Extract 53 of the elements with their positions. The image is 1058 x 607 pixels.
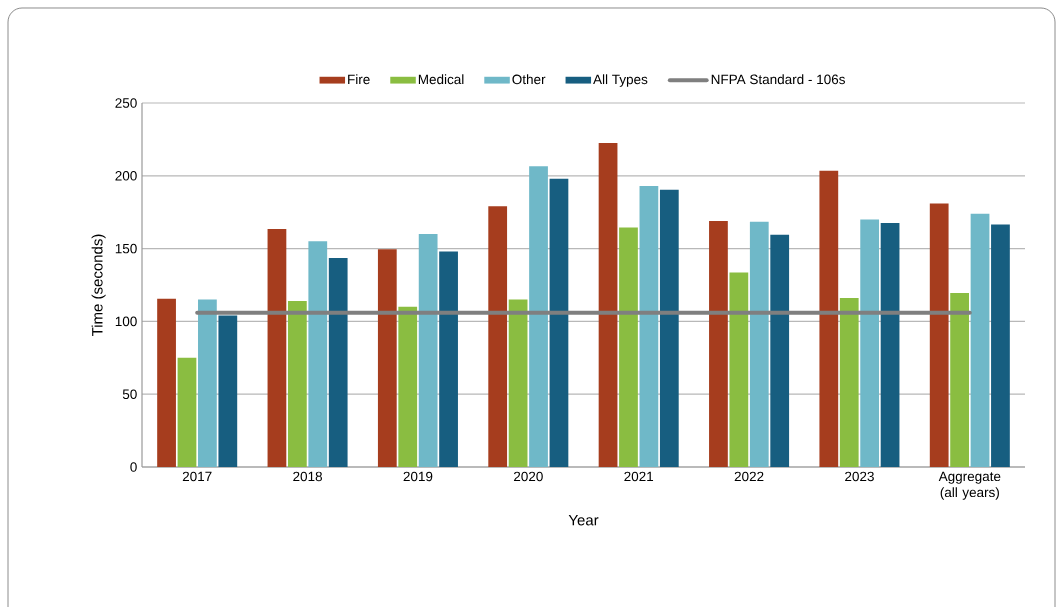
bar bbox=[880, 223, 900, 467]
x-tick-label: 2019 bbox=[403, 471, 433, 482]
y-tick-label: 200 bbox=[115, 171, 137, 181]
y-tick-label: 100 bbox=[115, 316, 137, 327]
bar bbox=[177, 357, 197, 467]
legend-label: Fire bbox=[348, 74, 370, 85]
bar bbox=[991, 224, 1010, 467]
bar bbox=[860, 219, 880, 467]
legend-label: NFPA Standard - 106s bbox=[711, 74, 845, 85]
bar bbox=[157, 298, 176, 467]
y-tick-label: 150 bbox=[115, 243, 137, 254]
x-tick-label: 2021 bbox=[624, 471, 654, 482]
bar bbox=[749, 221, 769, 467]
bar bbox=[308, 241, 328, 467]
bar bbox=[619, 227, 638, 467]
bar bbox=[729, 272, 749, 467]
bar bbox=[970, 213, 990, 467]
y-tick-label: 0 bbox=[130, 462, 137, 472]
bar bbox=[598, 143, 618, 467]
y-axis-title: Time (seconds) bbox=[91, 234, 106, 337]
x-tick-label: 2022 bbox=[734, 471, 764, 482]
bar bbox=[770, 234, 790, 467]
bar bbox=[488, 206, 508, 467]
bar bbox=[267, 228, 287, 467]
bar bbox=[418, 234, 438, 467]
bar bbox=[529, 166, 548, 467]
bar bbox=[839, 298, 859, 467]
bar bbox=[950, 293, 969, 467]
legend-label: Other bbox=[512, 74, 546, 85]
bar bbox=[819, 170, 839, 467]
bar bbox=[328, 258, 348, 467]
x-tick-label: 2020 bbox=[513, 471, 543, 482]
x-tick-label: 2017 bbox=[182, 471, 212, 482]
bar bbox=[639, 185, 659, 467]
x-tick-label: Aggregate (all years) bbox=[938, 471, 1001, 500]
legend-label: Medical bbox=[418, 74, 464, 85]
y-tick-label: 250 bbox=[115, 98, 137, 108]
x-axis-title: Year bbox=[568, 514, 599, 526]
bar bbox=[287, 301, 307, 467]
bar bbox=[929, 203, 949, 467]
legend-label: All Types bbox=[593, 74, 648, 87]
bar bbox=[218, 315, 238, 467]
bar bbox=[549, 178, 569, 467]
bar bbox=[659, 189, 679, 467]
bar bbox=[377, 249, 397, 467]
bar bbox=[508, 299, 528, 467]
bar bbox=[709, 220, 728, 467]
y-tick-label: 50 bbox=[122, 389, 137, 399]
x-tick-label: 2023 bbox=[845, 471, 874, 482]
bar bbox=[198, 299, 217, 467]
bar bbox=[439, 251, 458, 467]
x-tick-label: 2018 bbox=[293, 471, 322, 482]
bar bbox=[398, 306, 418, 467]
